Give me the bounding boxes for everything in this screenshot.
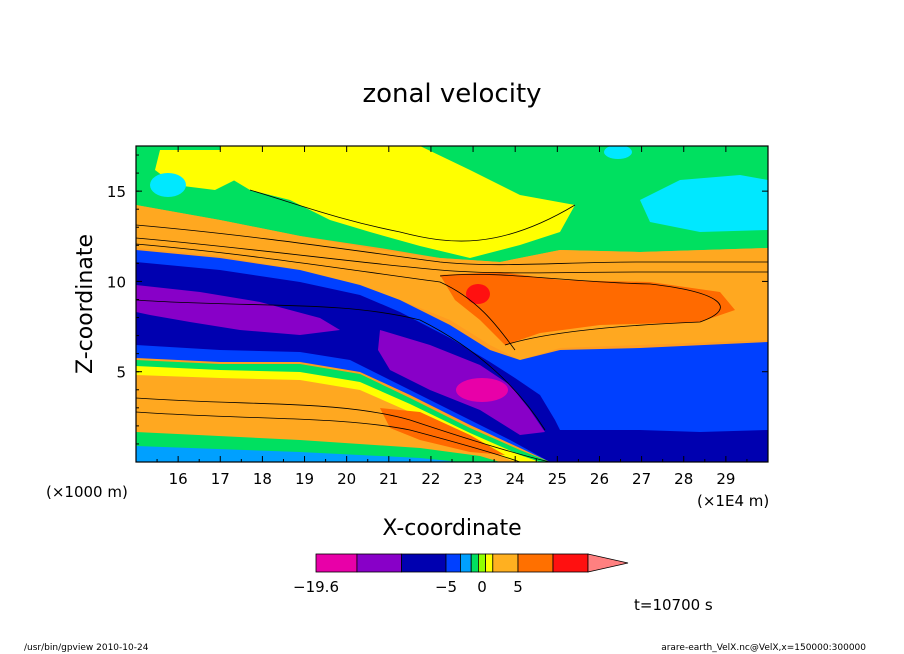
x-tick-label: 29 <box>716 470 735 488</box>
x-tick-label: 18 <box>253 470 272 488</box>
colorbar-segment <box>445 553 461 573</box>
navy-bottom-right <box>560 430 768 462</box>
footer-left: /usr/bin/gpview 2010-10-24 <box>24 643 149 653</box>
colorbar-segment <box>552 553 589 573</box>
x-tick-label: 22 <box>421 470 440 488</box>
x-tick-label: 17 <box>211 470 230 488</box>
x-tick-label: 26 <box>590 470 609 488</box>
colorbar-tick-label: −5 <box>435 578 457 596</box>
x-tick-label: 21 <box>379 470 398 488</box>
cyan-blob-right <box>640 175 768 232</box>
colorbar-segment <box>356 553 402 573</box>
x-tick-label: 19 <box>295 470 314 488</box>
x-tick-label: 20 <box>337 470 356 488</box>
x-tick-label: 24 <box>506 470 525 488</box>
colorbar-segment <box>459 553 472 573</box>
purple-band-mid <box>378 330 545 435</box>
x-tick-label: 23 <box>464 470 483 488</box>
y-tick-label: 5 <box>116 364 126 382</box>
y-tick-label: 15 <box>107 183 126 201</box>
contour-lines <box>136 189 768 462</box>
contour-field <box>136 146 768 462</box>
x-unit-left: (×1000 m) <box>46 483 128 501</box>
x-unit-right: (×1E4 m) <box>697 492 769 510</box>
upper-yellow-blob <box>220 146 575 258</box>
x-axis-label: X-coordinate <box>382 516 521 541</box>
jet-core <box>440 272 735 345</box>
x-tick-label: 27 <box>632 470 651 488</box>
x-tick-label: 16 <box>169 470 188 488</box>
footer-right: arare-earth_VelX.nc@VelX,x=150000:300000 <box>661 643 866 653</box>
colorbar-ticks: −19.6 −5 0 5 <box>293 578 523 596</box>
colorbar-segment <box>401 553 447 573</box>
lower-dark-orange <box>380 408 505 455</box>
colorbar-tick-label: 5 <box>513 578 523 596</box>
colorbar-segment <box>315 553 358 573</box>
magenta-core <box>456 378 508 402</box>
time-label: t=10700 s <box>634 596 713 614</box>
colorbar-segment <box>517 553 554 573</box>
x-tick-label: 28 <box>674 470 693 488</box>
colorbar-segment <box>492 553 519 573</box>
cyan-blob-left <box>150 173 186 197</box>
colorbar-segment <box>485 553 494 573</box>
x-tick-label: 25 <box>548 470 567 488</box>
x-axis: 16 17 18 19 20 21 22 23 24 25 26 27 28 29 <box>156 146 748 488</box>
colorbar-segment <box>477 553 486 573</box>
colorbar-tick-label: −19.6 <box>293 578 339 596</box>
cyan-blob-top <box>604 146 632 159</box>
purple-band-left <box>136 285 340 335</box>
y-axis: 15 10 5 <box>107 154 768 445</box>
colorbar <box>315 553 629 573</box>
colorbar-tick-label: 0 <box>477 578 487 596</box>
colorbar-arrow <box>587 553 629 573</box>
colorbar-segment <box>470 553 479 573</box>
bottom-cyan-strip <box>136 446 460 462</box>
jet-max <box>466 284 490 304</box>
y-axis-label: Z-coordinate <box>73 234 98 374</box>
y-tick-label: 10 <box>107 273 126 291</box>
chart-title: zonal velocity <box>362 79 541 109</box>
